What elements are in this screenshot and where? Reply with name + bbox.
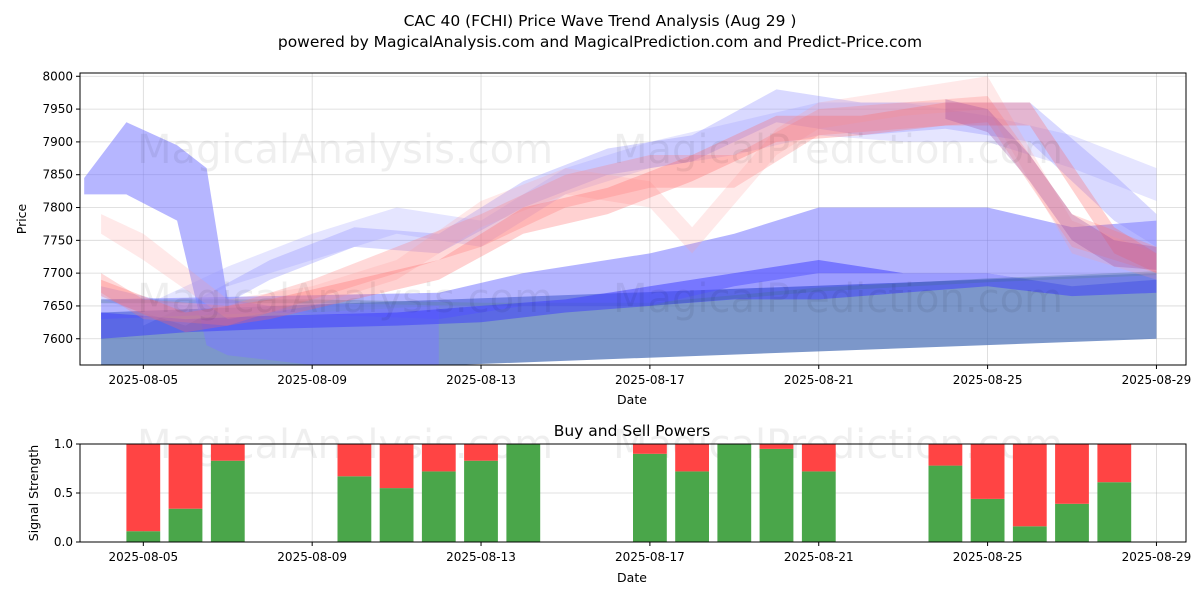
sell-bar (970, 444, 1005, 499)
buy-bar (717, 444, 752, 542)
buy-bar (970, 498, 1005, 542)
buy-bar (633, 453, 667, 542)
signal-chart-title: Buy and Sell Powers (554, 422, 711, 440)
bottom-y-tick-label: 0.5 (54, 486, 73, 500)
sell-bar (759, 444, 794, 449)
wave-band-blue-rise (101, 207, 1157, 320)
sell-bar (210, 444, 245, 461)
buy-bar (337, 476, 372, 542)
top-x-tick-label: 2025-08-25 (953, 373, 1023, 387)
buy-bar (928, 465, 963, 542)
bottom-x-tick-label: 2025-08-13 (446, 550, 516, 564)
top-x-tick-label: 2025-08-17 (615, 373, 685, 387)
buy-bar (506, 444, 541, 542)
buy-bar (210, 460, 245, 542)
top-y-tick-label: 7950 (42, 102, 73, 116)
top-y-tick-label: 7850 (42, 168, 73, 182)
sell-bar (421, 444, 456, 472)
top-y-tick-label: 7600 (42, 332, 73, 346)
buy-bar (1012, 526, 1047, 542)
sell-bar (633, 444, 667, 454)
bottom-x-tick-label: 2025-08-17 (615, 550, 685, 564)
bottom-x-axis-label: Date (617, 570, 647, 585)
watermark-mid-right: MagicalPrediction.com (613, 276, 1063, 322)
sell-bar (168, 444, 203, 509)
sell-bar (464, 444, 498, 461)
bottom-y-axis-label: Signal Strength (26, 445, 41, 541)
wave-band-red-wave-2 (101, 76, 1157, 320)
buy-bar (1097, 482, 1132, 542)
bottom-x-tick-label: 2025-08-05 (108, 550, 178, 564)
buy-bar (464, 460, 498, 542)
top-x-tick-label: 2025-08-05 (108, 373, 178, 387)
bottom-y-tick-label: 0.0 (54, 535, 73, 549)
top-x-tick-label: 2025-08-13 (446, 373, 516, 387)
buy-bar (759, 448, 794, 542)
top-x-tick-label: 2025-08-29 (1122, 373, 1192, 387)
buy-bar (379, 488, 414, 542)
top-plot-frame (79, 72, 1187, 366)
buy-bar (168, 508, 203, 542)
wave-band-red-wave-3 (101, 102, 1157, 333)
bottom-x-tick-label: 2025-08-09 (277, 550, 347, 564)
bottom-x-tick-label: 2025-08-29 (1122, 550, 1192, 564)
bottom-y-axis: 0.0 0.5 1.0 (54, 437, 80, 549)
bottom-x-tick-label: 2025-08-21 (784, 550, 854, 564)
sell-bar (675, 444, 709, 472)
wave-band-purple-core (945, 99, 1157, 270)
sell-bar (1055, 444, 1089, 504)
top-y-axis: 7600 7650 7700 7750 7800 7850 7900 7950 8000 (42, 69, 80, 346)
sell-bar (337, 444, 372, 477)
top-x-axis-label: Date (617, 392, 647, 407)
sell-bar (928, 444, 963, 466)
top-y-tick-label: 7750 (42, 233, 73, 247)
price-wave-bands (84, 76, 1157, 365)
bottom-y-tick-label: 1.0 (54, 437, 73, 451)
wave-band-red-wave-1 (101, 96, 1157, 326)
buy-bar (675, 471, 709, 542)
buy-bar (801, 471, 836, 542)
top-watermarks: MagicalAnalysis.com MagicalPrediction.co… (137, 127, 1063, 322)
top-y-tick-label: 7900 (42, 135, 73, 149)
top-x-axis: 2025-08-05 2025-08-09 2025-08-13 2025-08-17… (108, 365, 1191, 387)
top-x-tick-label: 2025-08-09 (277, 373, 347, 387)
watermark-top-right: MagicalPrediction.com (613, 127, 1063, 173)
bottom-x-tick-label: 2025-08-25 (953, 550, 1023, 564)
sell-bar (126, 444, 161, 532)
watermark-mid-left: MagicalAnalysis.com (137, 276, 553, 322)
top-y-tick-label: 7800 (42, 201, 73, 215)
sell-bar (379, 444, 414, 489)
buy-sell-bars (126, 444, 1132, 542)
top-y-tick-label: 7650 (42, 299, 73, 313)
top-y-tick-label: 8000 (42, 69, 73, 83)
chart-subtitle: powered by MagicalAnalysis.com and Magic… (278, 33, 922, 51)
chart-title: CAC 40 (FCHI) Price Wave Trend Analysis … (404, 12, 797, 30)
wave-band-blue-wave-1 (101, 89, 1157, 326)
sell-bar (801, 444, 836, 472)
sell-bar (1012, 444, 1047, 527)
wave-band-blue-spike (84, 122, 439, 365)
buy-bar (421, 471, 456, 542)
watermark-top-left: MagicalAnalysis.com (137, 127, 553, 173)
wave-band-blue-low (101, 260, 1157, 339)
buy-bar (1055, 503, 1089, 542)
buy-bar (126, 531, 161, 542)
top-y-axis-label: Price (14, 203, 29, 234)
top-y-tick-label: 7700 (42, 266, 73, 280)
top-x-tick-label: 2025-08-21 (784, 373, 854, 387)
wave-band-blue-wave-2 (143, 102, 1157, 326)
bottom-x-axis: 2025-08-05 2025-08-09 2025-08-13 2025-08-17… (108, 542, 1191, 564)
sell-bar (1097, 444, 1132, 483)
